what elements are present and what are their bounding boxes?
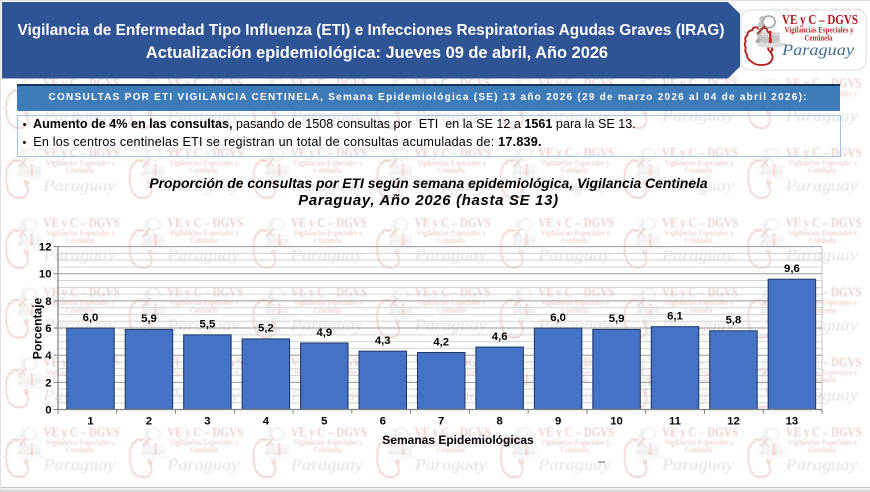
svg-text:5,5: 5,5 — [200, 319, 216, 331]
svg-text:7: 7 — [438, 416, 444, 428]
svg-text:4,2: 4,2 — [433, 336, 449, 348]
svg-text:Vigilancias Especiales y: Vigilancias Especiales y — [785, 25, 854, 35]
svg-text:5: 5 — [321, 416, 327, 428]
svg-text:2: 2 — [45, 377, 51, 389]
svg-text:8: 8 — [497, 416, 503, 428]
svg-text:8: 8 — [45, 296, 51, 308]
svg-text:4,9: 4,9 — [316, 327, 332, 339]
svg-text:10: 10 — [610, 416, 623, 428]
svg-text:9: 9 — [555, 416, 561, 428]
svg-text:9,6: 9,6 — [784, 263, 800, 275]
svg-text:11: 11 — [669, 416, 681, 428]
svg-text:4,6: 4,6 — [492, 331, 508, 343]
svg-text:4,3: 4,3 — [375, 335, 391, 347]
svg-text:Semanas Epidemiológicas: Semanas Epidemiológicas — [382, 433, 534, 447]
svg-text:Paraguay: Paraguay — [781, 42, 854, 59]
svg-text:6,1: 6,1 — [667, 310, 683, 322]
svg-text:3: 3 — [204, 416, 210, 428]
svg-text:2: 2 — [146, 416, 152, 428]
svg-text:5,9: 5,9 — [141, 313, 157, 325]
svg-text:10: 10 — [39, 269, 52, 281]
svg-text:VE y C – DGVS: VE y C – DGVS — [782, 13, 858, 28]
svg-text:12: 12 — [727, 416, 740, 428]
svg-text:4: 4 — [263, 416, 270, 428]
svg-text:5,9: 5,9 — [609, 313, 625, 325]
svg-text:1: 1 — [87, 416, 93, 428]
svg-text:6: 6 — [45, 323, 51, 335]
svg-text:13: 13 — [786, 416, 799, 428]
svg-text:0: 0 — [45, 404, 51, 416]
svg-text:6,0: 6,0 — [550, 312, 566, 324]
svg-text:6,0: 6,0 — [83, 312, 99, 324]
svg-text:4: 4 — [45, 350, 52, 362]
svg-text:Porcentaje: Porcentaje — [31, 297, 45, 359]
svg-text:6: 6 — [380, 416, 386, 428]
svg-text:5,2: 5,2 — [258, 323, 274, 335]
svg-text:Centinela: Centinela — [805, 32, 833, 42]
svg-text:12: 12 — [39, 242, 52, 254]
svg-text:5,8: 5,8 — [726, 315, 742, 327]
